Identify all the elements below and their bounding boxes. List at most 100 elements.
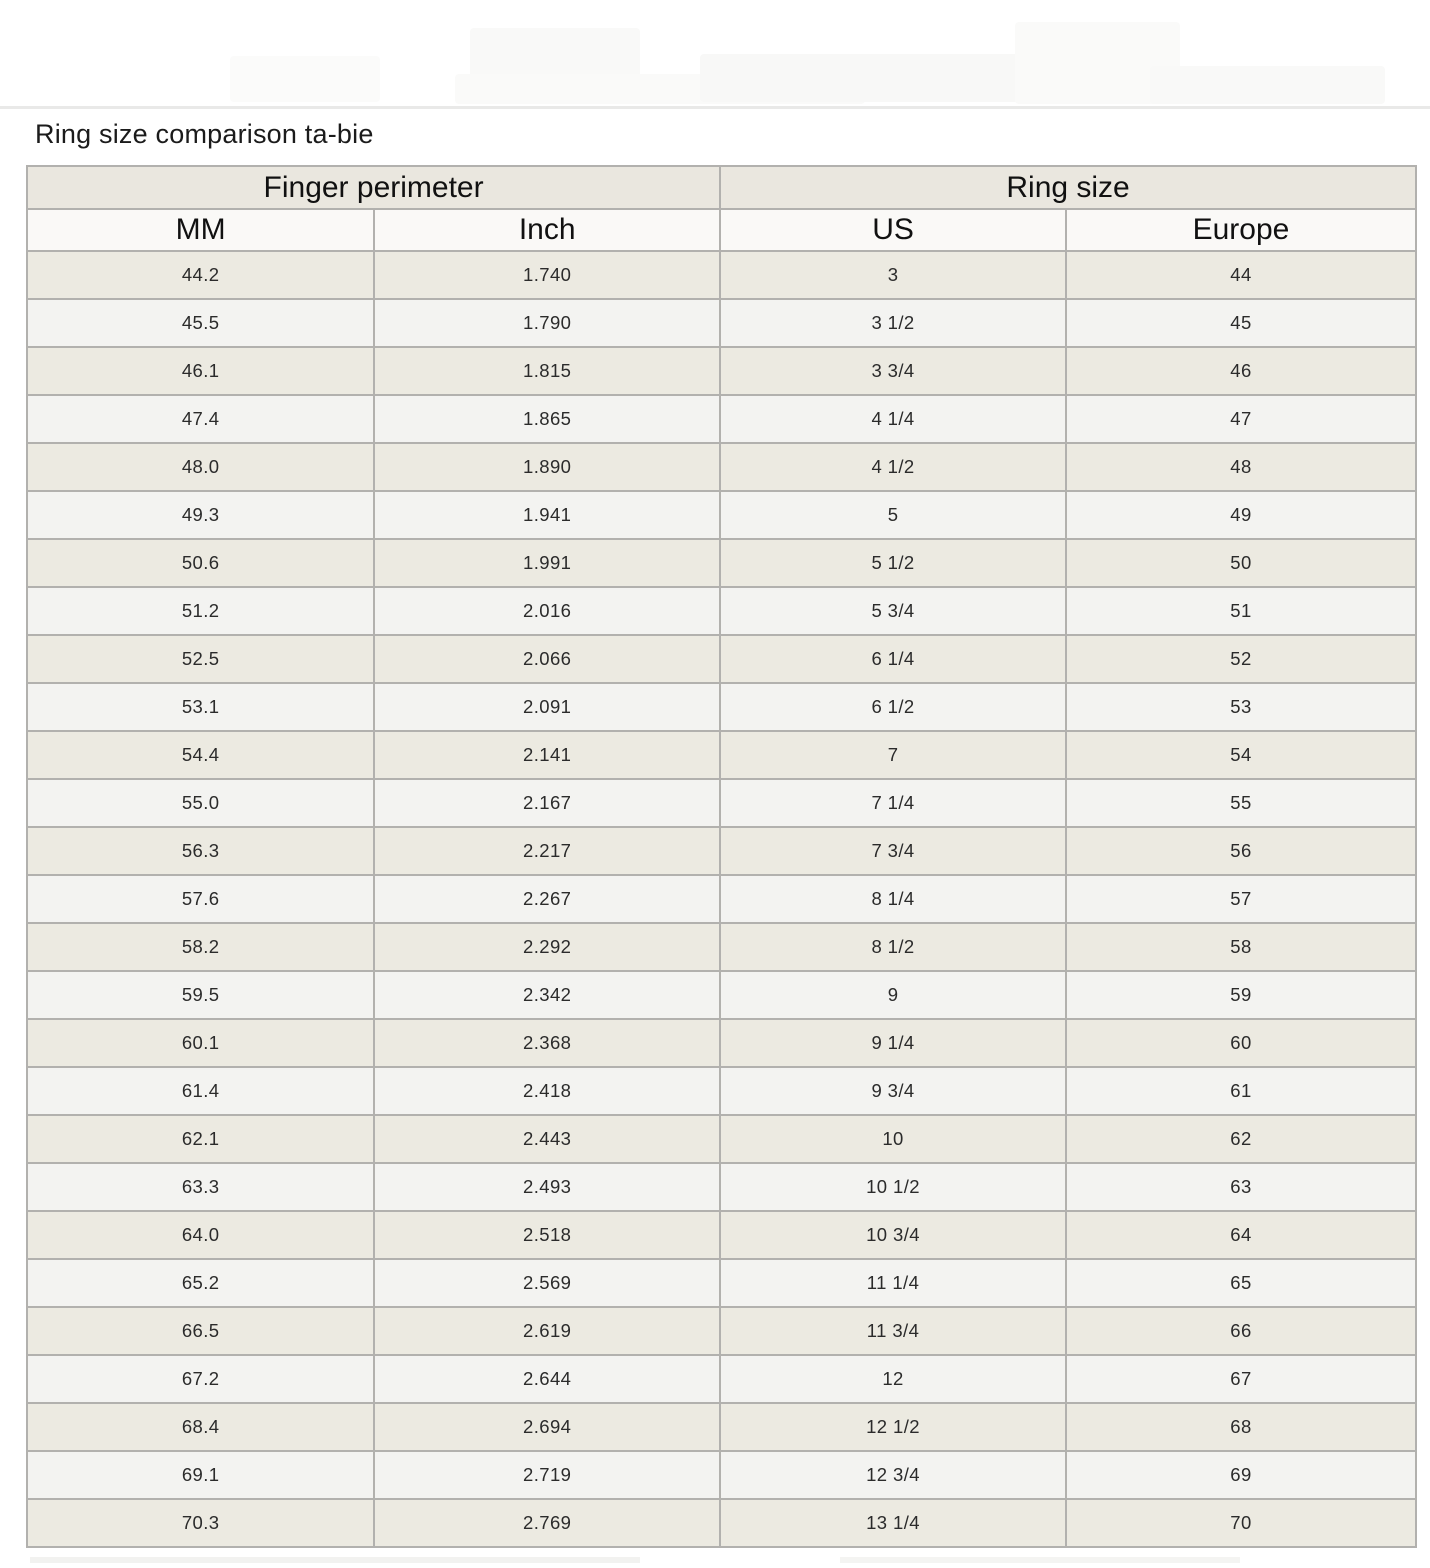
cell-us: 8 1/2	[719, 922, 1067, 972]
table-row: 63.3 2.493 10 1/2 63	[25, 1162, 1418, 1212]
table-row: 69.1 2.719 12 3/4 69	[25, 1450, 1418, 1500]
cell-inch: 1.890	[373, 442, 722, 492]
cell-mm: 45.5	[25, 298, 376, 348]
cell-us: 5	[719, 490, 1067, 540]
table-row: 70.3 2.769 13 1/4 70	[25, 1498, 1418, 1548]
cell-europe: 68	[1064, 1402, 1418, 1452]
cell-inch: 2.619	[373, 1306, 722, 1356]
cell-mm: 52.5	[25, 634, 376, 684]
cell-europe: 66	[1064, 1306, 1418, 1356]
cell-mm: 46.1	[25, 346, 376, 396]
col-header-europe: Europe	[1064, 208, 1418, 252]
cell-mm: 59.5	[25, 970, 376, 1020]
cell-inch: 1.815	[373, 346, 722, 396]
cell-inch: 2.091	[373, 682, 722, 732]
cell-inch: 1.941	[373, 490, 722, 540]
table-row: 53.1 2.091 6 1/2 53	[25, 682, 1418, 732]
cell-inch: 2.694	[373, 1402, 722, 1452]
cell-mm: 57.6	[25, 874, 376, 924]
cell-inch: 2.518	[373, 1210, 722, 1260]
cell-inch: 2.342	[373, 970, 722, 1020]
cell-inch: 1.790	[373, 298, 722, 348]
table-row: 45.5 1.790 3 1/2 45	[25, 298, 1418, 348]
cell-mm: 67.2	[25, 1354, 376, 1404]
faded-watermark-blob	[700, 54, 1030, 102]
cell-europe: 52	[1064, 634, 1418, 684]
cell-inch: 2.493	[373, 1162, 722, 1212]
cell-mm: 56.3	[25, 826, 376, 876]
cell-europe: 65	[1064, 1258, 1418, 1308]
cell-us: 4 1/4	[719, 394, 1067, 444]
cell-us: 9	[719, 970, 1067, 1020]
cell-us: 9 1/4	[719, 1018, 1067, 1068]
cell-mm: 51.2	[25, 586, 376, 636]
cell-europe: 51	[1064, 586, 1418, 636]
cell-inch: 2.368	[373, 1018, 722, 1068]
cell-us: 6 1/2	[719, 682, 1067, 732]
table-row: 44.2 1.740 3 44	[25, 250, 1418, 300]
cell-inch: 2.769	[373, 1498, 722, 1548]
cell-us: 9 3/4	[719, 1066, 1067, 1116]
cell-inch: 1.740	[373, 250, 722, 300]
cell-us: 3 3/4	[719, 346, 1067, 396]
cell-us: 10 3/4	[719, 1210, 1067, 1260]
cell-inch: 2.443	[373, 1114, 722, 1164]
cell-europe: 49	[1064, 490, 1418, 540]
cell-us: 11 3/4	[719, 1306, 1067, 1356]
cell-mm: 62.1	[25, 1114, 376, 1164]
col-header-inch: Inch	[373, 208, 722, 252]
cell-mm: 66.5	[25, 1306, 376, 1356]
cell-us: 6 1/4	[719, 634, 1067, 684]
cell-inch: 1.991	[373, 538, 722, 588]
cell-europe: 69	[1064, 1450, 1418, 1500]
header-group-row: Finger perimeter Ring size	[25, 165, 1417, 210]
cell-europe: 46	[1064, 346, 1418, 396]
cell-europe: 50	[1064, 538, 1418, 588]
cell-us: 7	[719, 730, 1067, 780]
cell-europe: 45	[1064, 298, 1418, 348]
table-row: 48.0 1.890 4 1/2 48	[25, 442, 1418, 492]
col-header-us: US	[719, 208, 1067, 252]
table-row: 46.1 1.815 3 3/4 46	[25, 346, 1418, 396]
cell-europe: 53	[1064, 682, 1418, 732]
top-divider-line	[0, 106, 1430, 109]
cell-europe: 62	[1064, 1114, 1418, 1164]
cell-europe: 58	[1064, 922, 1418, 972]
cell-mm: 61.4	[25, 1066, 376, 1116]
cell-mm: 49.3	[25, 490, 376, 540]
cell-inch: 2.719	[373, 1450, 722, 1500]
cell-inch: 2.167	[373, 778, 722, 828]
cell-mm: 44.2	[25, 250, 376, 300]
cell-europe: 60	[1064, 1018, 1418, 1068]
cell-inch: 2.267	[373, 874, 722, 924]
table-row: 51.2 2.016 5 3/4 51	[25, 586, 1418, 636]
table-row: 47.4 1.865 4 1/4 47	[25, 394, 1418, 444]
cell-europe: 44	[1064, 250, 1418, 300]
faded-watermark-blob	[1150, 66, 1385, 104]
cell-europe: 63	[1064, 1162, 1418, 1212]
table-row: 49.3 1.941 5 49	[25, 490, 1418, 540]
cell-mm: 69.1	[25, 1450, 376, 1500]
table-row: 68.4 2.694 12 1/2 68	[25, 1402, 1418, 1452]
cell-europe: 54	[1064, 730, 1418, 780]
cell-inch: 2.569	[373, 1258, 722, 1308]
cell-mm: 65.2	[25, 1258, 376, 1308]
table-row: 52.5 2.066 6 1/4 52	[25, 634, 1418, 684]
cell-inch: 2.066	[373, 634, 722, 684]
cell-us: 3 1/2	[719, 298, 1067, 348]
cell-inch: 2.292	[373, 922, 722, 972]
cell-mm: 53.1	[25, 682, 376, 732]
table-row: 59.5 2.342 9 59	[25, 970, 1418, 1020]
cell-us: 3	[719, 250, 1067, 300]
cell-europe: 47	[1064, 394, 1418, 444]
col-group-ring-size: Ring size	[719, 165, 1417, 210]
cell-us: 12	[719, 1354, 1067, 1404]
cell-us: 5 1/2	[719, 538, 1067, 588]
col-group-finger-perimeter: Finger perimeter	[25, 165, 722, 210]
cell-us: 8 1/4	[719, 874, 1067, 924]
table-row: 64.0 2.518 10 3/4 64	[25, 1210, 1418, 1260]
ring-size-table: Finger perimeter Ring size MM Inch US Eu…	[25, 165, 1418, 1548]
table-row: 61.4 2.418 9 3/4 61	[25, 1066, 1418, 1116]
cell-inch: 2.016	[373, 586, 722, 636]
table-row: 67.2 2.644 12 67	[25, 1354, 1418, 1404]
